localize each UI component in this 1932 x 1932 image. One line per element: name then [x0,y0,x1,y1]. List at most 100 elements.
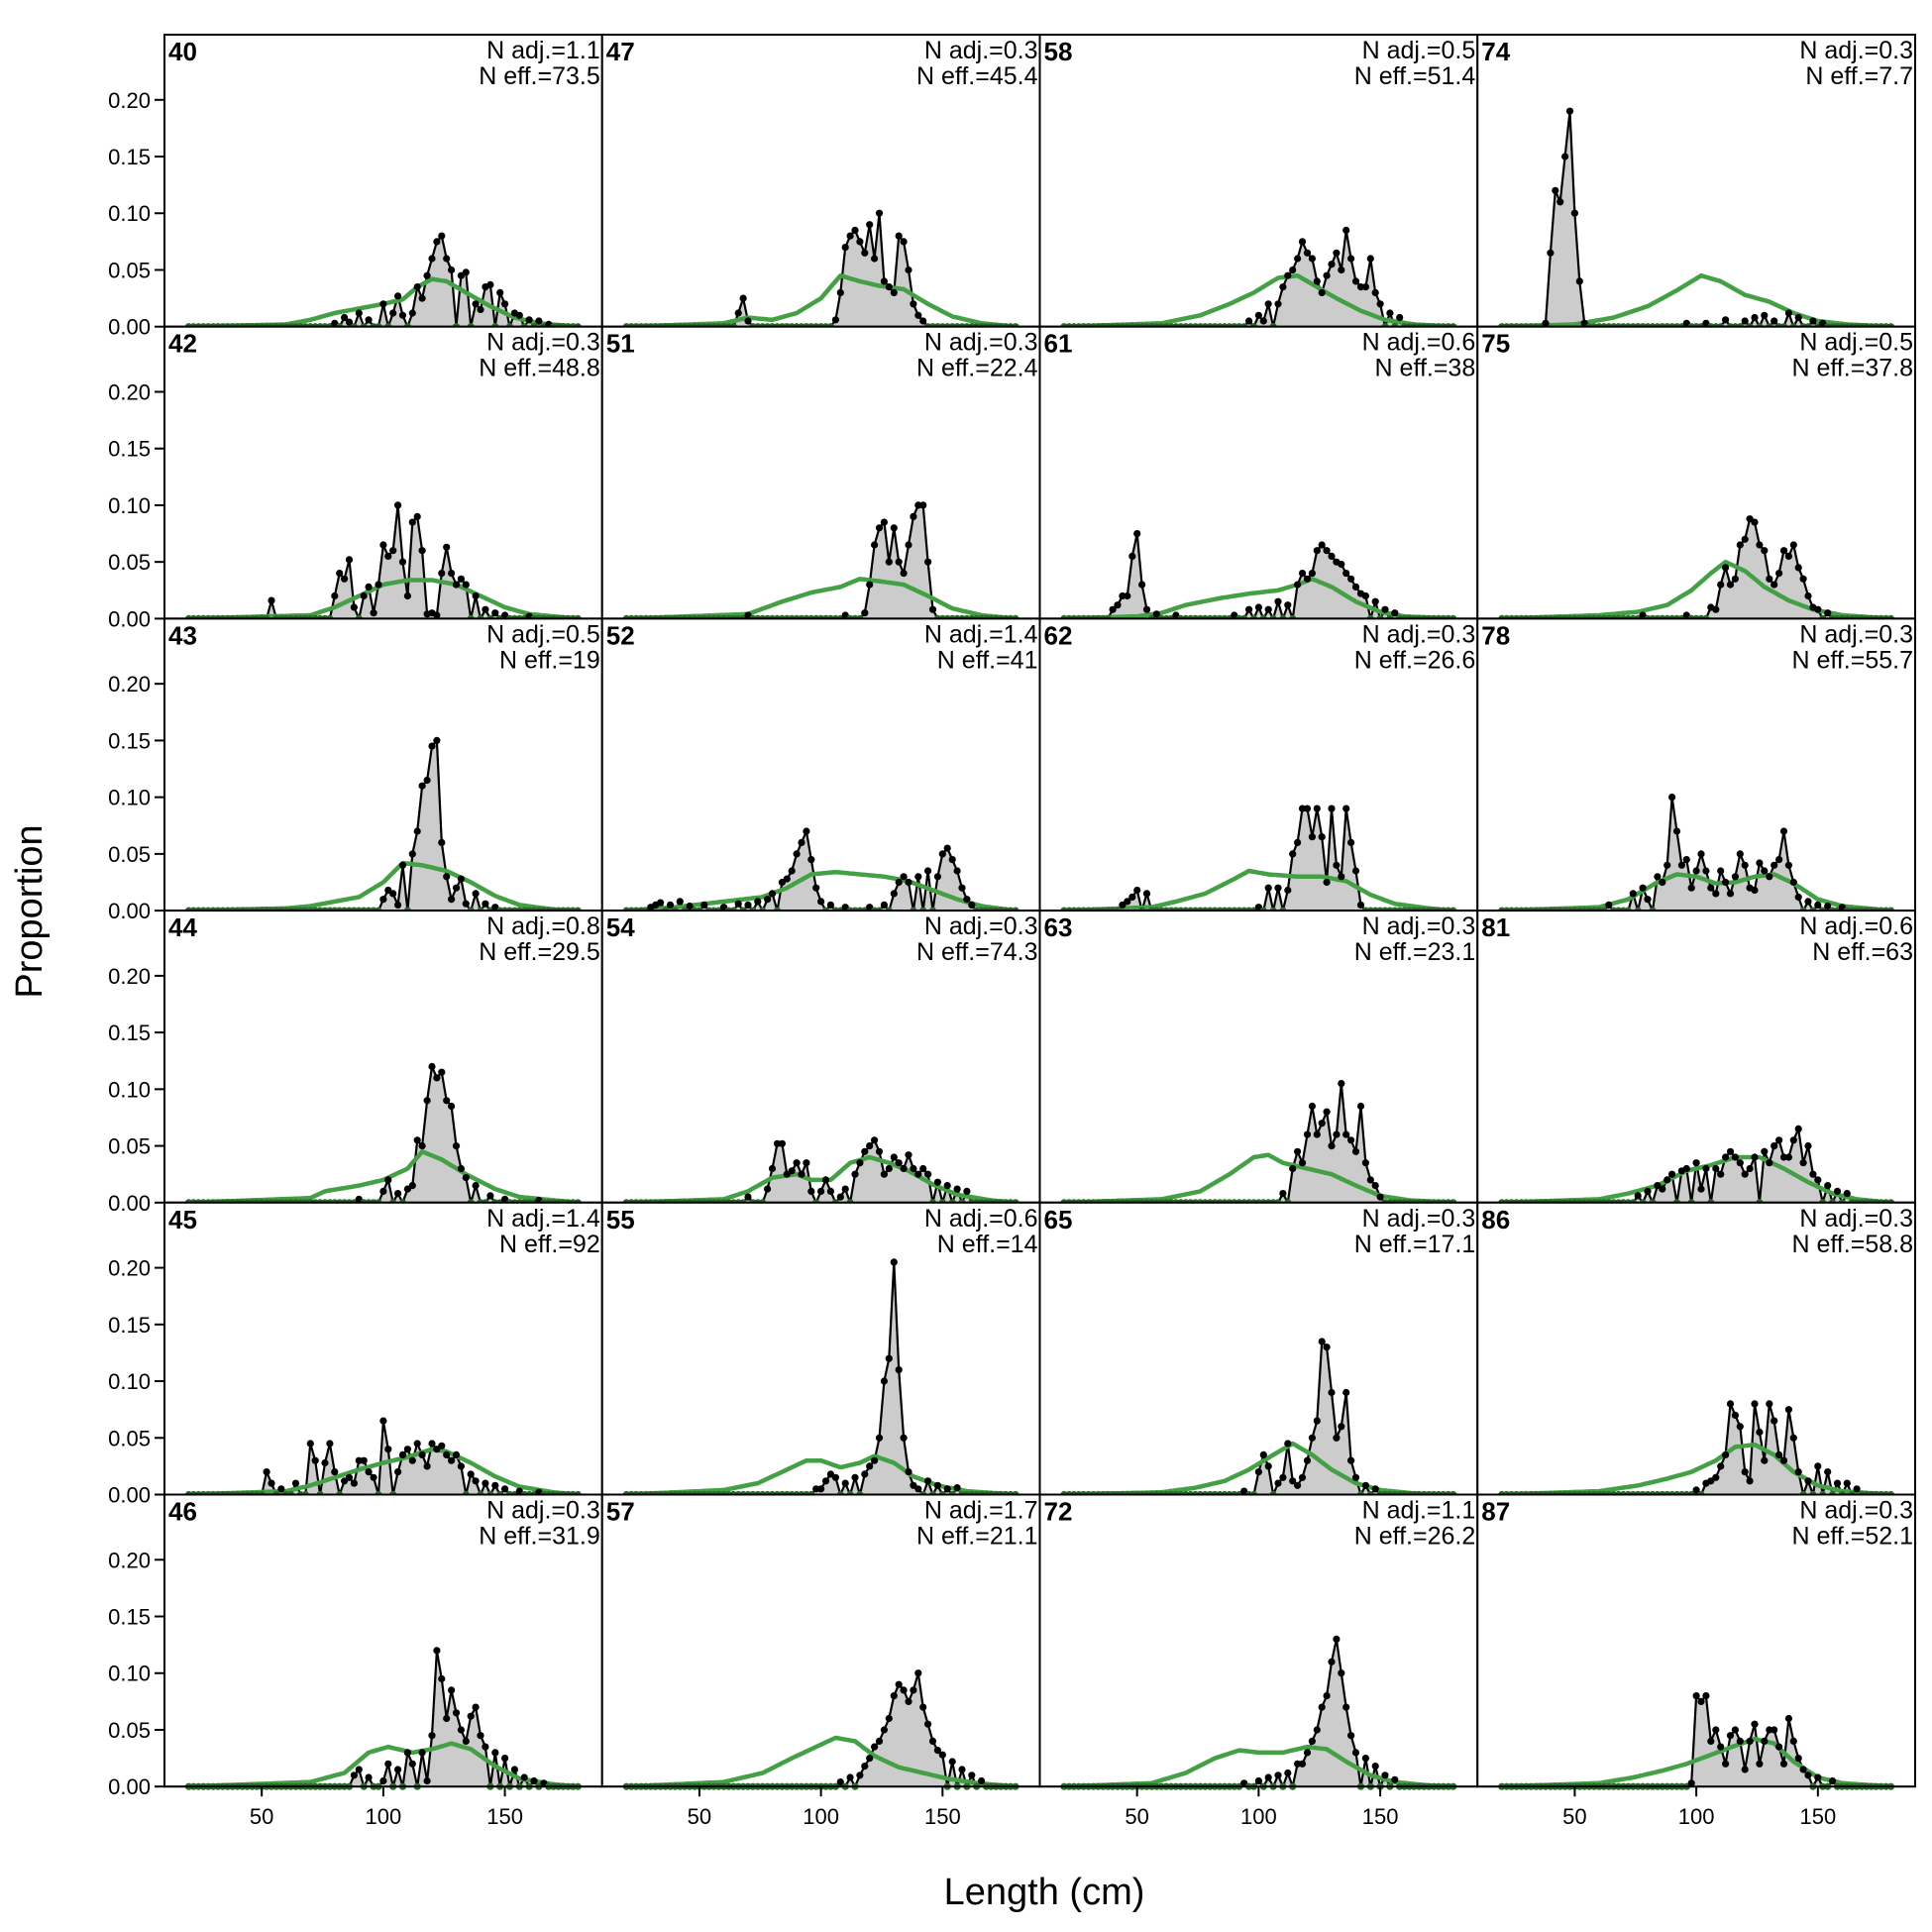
observed-point [1717,1170,1725,1178]
observed-point [700,901,708,910]
panel-63: 63 N adj.=0.3N eff.=23.1 [1038,910,1479,1207]
observed-point [1323,271,1331,279]
observed-point [448,570,456,578]
n-eff-label: N eff.=21.1 [916,1523,1038,1551]
observed-point [398,558,407,566]
panel-61: 61 N adj.=0.6N eff.=38 [1038,325,1479,623]
observed-point [360,591,368,600]
observed-point [856,1159,864,1167]
observed-point [389,890,397,898]
observed-point [739,294,747,302]
observed-point [1347,575,1355,583]
observed-point [1328,261,1336,268]
observed-point [1338,266,1345,274]
observed-point [1654,873,1662,881]
observed-point [914,311,922,319]
observed-point [1712,1473,1720,1481]
observed-point [1391,609,1399,617]
observed-point [1736,1737,1744,1745]
observed-point [1775,856,1783,864]
observed-point [1284,1440,1292,1448]
y-tick-label: 0.00 [108,606,151,631]
y-tick-label: 0.15 [108,145,151,169]
observed-point [1794,1468,1802,1476]
observed-point [885,1164,893,1173]
observed-point [764,896,772,904]
observed-point [1771,1142,1778,1150]
observed-point [1254,1468,1262,1476]
observed-point [379,300,387,308]
observed-point [1843,1479,1851,1487]
x-tick-label: 150 [924,1804,961,1829]
observed-point [1766,575,1773,583]
x-tick-label: 100 [1240,1804,1277,1829]
observed-point [443,255,451,263]
x-tick-label: 150 [486,1804,523,1829]
observed-point [501,1485,509,1493]
y-tick-label: 0.00 [108,1191,151,1216]
observed-point [1308,1102,1316,1111]
observed-point [1313,1726,1321,1734]
y-tick-label: 0.15 [108,728,151,753]
x-tick-label: 100 [1678,1804,1715,1829]
observed-point [350,1771,358,1779]
observed-point [953,1185,961,1193]
observed-point [408,1456,416,1464]
observed-point [1746,1164,1754,1173]
observed-point [448,1102,456,1111]
y-tick-label: 0.05 [108,1718,151,1743]
y-tick-label: 0.00 [108,315,151,340]
y-tick-label: 0.05 [108,550,151,575]
observed-point [1323,1108,1331,1116]
observed-point [1333,1130,1341,1138]
n-eff-label: N eff.=29.5 [479,938,600,966]
observed-point [1294,1147,1302,1155]
observed-point [1789,1434,1797,1442]
panel-label: 87 [1481,1497,1510,1527]
observed-point [1356,901,1365,910]
y-tick-label: 0.15 [108,1020,151,1045]
observed-point [1731,1153,1739,1161]
observed-point [861,1470,869,1478]
observed-point [1789,878,1797,887]
observed-point [963,1187,971,1195]
observed-point [821,1176,830,1184]
observed-point [1741,1766,1749,1773]
observed-point [403,591,411,600]
observed-point [394,292,402,300]
observed-point [1639,884,1647,892]
observed-point [1761,1456,1769,1464]
observed-point [905,266,912,274]
y-tick-label: 0.20 [108,672,151,697]
observed-point [880,1726,889,1734]
panel-label: 78 [1481,620,1510,650]
observed-point [1313,1130,1321,1138]
observed-point [933,1481,942,1489]
observed-point [1284,271,1292,279]
observed-point [1376,1193,1384,1201]
observed-point [443,1714,451,1723]
panel-43: 43 N adj.=0.5N eff.=19 [163,617,603,914]
observed-point [943,1485,951,1493]
observed-point [1692,1486,1700,1494]
observed-point [890,1258,898,1266]
panel-label: 61 [1044,329,1073,359]
observed-point [1328,1658,1336,1665]
x-tick-label: 150 [1799,1804,1836,1829]
observed-point [958,1766,966,1773]
observed-point [938,1751,946,1759]
observed-point [1761,547,1769,555]
observed-point [841,244,849,252]
observed-point [1731,575,1739,583]
observed-point [1717,1743,1725,1751]
observed-point [778,1139,787,1147]
observed-point [1741,1170,1749,1178]
observed-point [1333,1434,1341,1442]
observed-point [1308,833,1316,841]
n-adj-label: N adj.=0.6 [1799,912,1913,940]
panel-57: 57 N adj.=1.7N eff.=21.1 [600,1493,1041,1790]
observed-point [355,1766,363,1773]
observed-point [928,1737,937,1745]
observed-point [1124,591,1131,600]
observed-point [418,1450,426,1458]
